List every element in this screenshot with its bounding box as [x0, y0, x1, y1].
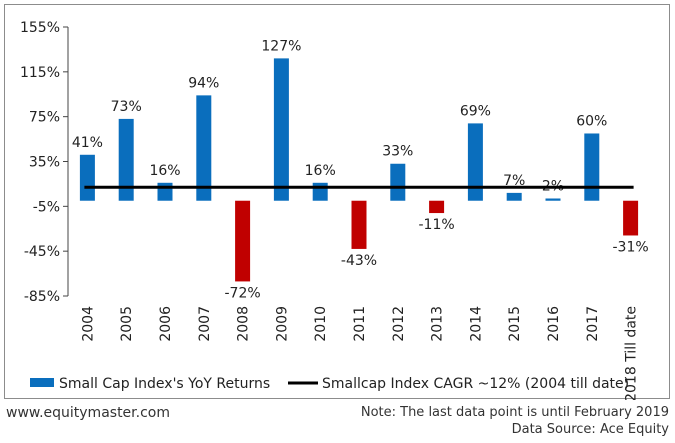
bar [584, 133, 600, 201]
x-tick-label: 2017 [585, 306, 601, 342]
x-tick-label: 2004 [80, 306, 96, 342]
data-label: -43% [341, 253, 377, 269]
y-tick-label: 75% [29, 110, 60, 126]
y-tick-label: -45% [24, 244, 60, 260]
bar [351, 200, 367, 249]
bar [157, 182, 173, 201]
data-label: 127% [261, 38, 301, 54]
bar [118, 118, 134, 201]
y-tick-label: 35% [29, 155, 60, 171]
x-tick-label: 2007 [197, 306, 213, 342]
y-tick-label: -85% [24, 289, 60, 305]
data-label: 16% [305, 163, 336, 179]
data-label: -31% [613, 239, 649, 255]
bar [506, 192, 522, 201]
x-tick-label: 2008 [236, 306, 252, 342]
returns-chart: 155% 115% 75% 35% -5% -45% -85% 41% 2004 73% 2005 1… [20, 20, 649, 400]
x-tick-label: 2013 [430, 306, 446, 342]
bar [273, 58, 289, 201]
data-label: 60% [576, 113, 607, 129]
x-tick-label: 2015 [507, 306, 523, 342]
legend-line-label: Smallcap Index CAGR ~12% (2004 till date… [322, 376, 629, 392]
y-tick-label: 115% [20, 65, 60, 81]
y-tick-label: -5% [33, 199, 60, 215]
legend-bar-label: Small Cap Index's YoY Returns [59, 376, 270, 392]
bar [390, 163, 406, 201]
x-tick-label: 2012 [391, 306, 407, 342]
x-tick-label: 2014 [468, 306, 484, 342]
bar [79, 154, 95, 201]
data-label: 69% [460, 103, 491, 119]
footer-notes: Note: The last data point is until Febru… [361, 404, 669, 438]
x-tick-label: 2016 [546, 306, 562, 342]
bar [545, 198, 561, 201]
data-label: 16% [149, 163, 180, 179]
y-tick-label: 155% [20, 20, 60, 36]
data-label: 33% [382, 144, 413, 160]
x-tick-label: 2018 Till date [624, 306, 640, 400]
data-label: 94% [188, 75, 219, 91]
note-label: Note: The last data point is until Febru… [360, 405, 669, 420]
x-tick-label: 2006 [158, 306, 174, 342]
bar [235, 200, 251, 282]
data-label: -72% [225, 285, 261, 301]
data-label: 73% [111, 99, 142, 115]
x-tick-label: 2009 [274, 306, 290, 342]
website-label: www.equitymaster.com [6, 405, 170, 421]
x-tick-label: 2011 [352, 306, 368, 342]
bar [312, 182, 328, 201]
bar [196, 95, 212, 201]
bar [623, 200, 639, 236]
data-label: -11% [419, 217, 455, 233]
bar [467, 123, 483, 201]
source-label: Data Source: Ace Equity [511, 422, 669, 437]
legend-bar-swatch [30, 378, 54, 387]
x-tick-label: 2005 [119, 306, 135, 342]
chart-frame [4, 4, 670, 399]
bar [429, 200, 445, 214]
data-label: 41% [72, 135, 103, 151]
data-label: 7% [503, 173, 525, 189]
x-tick-label: 2010 [313, 306, 329, 342]
